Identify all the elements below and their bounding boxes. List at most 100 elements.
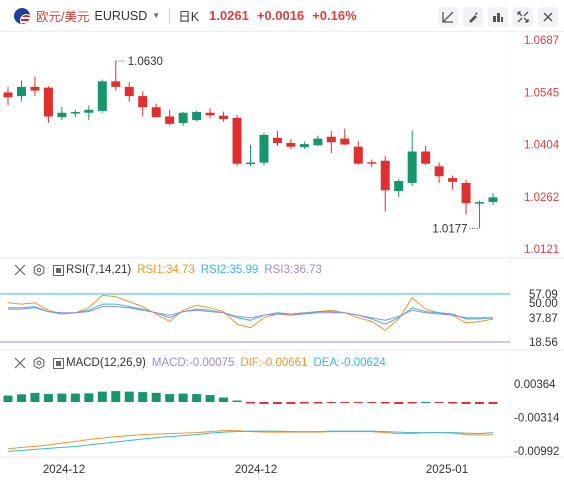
candle-body <box>313 138 323 146</box>
candle-body <box>30 86 40 91</box>
macd-histogram-bar <box>232 400 242 402</box>
candle-body <box>165 116 175 124</box>
price-change-percent: +0.16% <box>312 8 357 23</box>
candle-body <box>421 151 431 164</box>
candle-body <box>286 143 296 147</box>
rsi-axis-tick: 18.56 <box>529 337 558 349</box>
candle-body <box>340 138 350 145</box>
macd-histogram-bar <box>313 401 323 404</box>
macd-histogram-bar <box>246 401 255 404</box>
eye-icon[interactable] <box>14 357 26 369</box>
rsi1-value: RSI1:34.73 <box>137 264 195 276</box>
chevron-down-icon[interactable]: ▼ <box>152 11 161 20</box>
gear-icon[interactable] <box>33 264 45 276</box>
macd-histogram-bar <box>43 394 53 402</box>
close-icon[interactable] <box>538 7 558 27</box>
drawing-tool-icon[interactable] <box>463 7 483 27</box>
rsi-axis-tick: 57.09 <box>529 289 558 301</box>
candle-body <box>246 162 255 165</box>
candle-body <box>111 81 121 87</box>
candle-body <box>178 112 188 124</box>
macd-histogram-bar <box>380 401 390 404</box>
indicator-settings-icon[interactable] <box>488 7 508 27</box>
eye-icon[interactable] <box>14 264 26 276</box>
pair-code[interactable]: EURUSD <box>94 8 148 23</box>
candle-body <box>151 107 161 118</box>
chart-toolbar: 欧元/美元 EURUSD ▼ 日K 1.0261 +0.0016 +0.16% <box>0 0 564 32</box>
candle-body <box>326 136 336 143</box>
macd-axis-tick: 0.00364 <box>514 379 556 391</box>
rsi-title: RSI(7,14,21) <box>66 264 132 276</box>
dea-line <box>7 430 494 452</box>
low-annotation: 1.0177 <box>432 223 467 235</box>
candle-body <box>219 115 229 120</box>
macd-axis-tick: -0.00314 <box>514 413 560 425</box>
gear-icon[interactable] <box>33 357 45 369</box>
candle-body <box>272 137 282 144</box>
checkbox-icon[interactable] <box>52 357 64 369</box>
candle-body <box>407 151 417 183</box>
macd-histogram-bar <box>178 393 188 402</box>
candle-body <box>192 112 202 121</box>
candle-body <box>475 202 485 204</box>
macd-histogram-bar <box>407 401 417 404</box>
fullscreen-icon[interactable] <box>513 7 533 27</box>
candle-body <box>448 178 458 182</box>
candle-body <box>232 117 242 164</box>
high-annotation: 1.0630 <box>128 56 163 68</box>
macd-histogram-bar <box>3 395 13 402</box>
candle-body <box>16 86 26 97</box>
rsi-series-line-3 <box>8 306 493 321</box>
period-selector[interactable]: 日K <box>178 10 200 24</box>
candle-body <box>138 96 148 108</box>
candle-body <box>367 162 377 164</box>
rsi-header: RSI(7,14,21) RSI1:34.73 RSI2:35.99 RSI3:… <box>0 261 322 279</box>
macd-histogram-bar <box>57 393 67 402</box>
macd-histogram-bar <box>421 401 431 403</box>
candle-body <box>353 146 363 164</box>
rsi2-value: RSI2:35.99 <box>200 264 259 276</box>
candle-body <box>380 160 390 191</box>
price-axis-tick: 1.0545 <box>524 87 559 99</box>
macd-histogram-bar <box>16 394 26 402</box>
macd-histogram-bar <box>448 401 458 404</box>
candle-body <box>488 197 498 203</box>
candle-body <box>259 134 269 163</box>
macd-value: MACD:-0.00075 <box>151 357 235 369</box>
price-axis-tick: 1.0687 <box>524 35 559 47</box>
macd-histogram-bar <box>475 401 485 404</box>
macd-histogram-bar <box>84 393 94 402</box>
macd-histogram-bar <box>434 401 444 403</box>
candle-body <box>394 181 404 192</box>
macd-histogram-bar <box>192 394 202 402</box>
macd-histogram-bar <box>286 401 296 404</box>
rsi-series-line-1 <box>7 294 494 331</box>
candle-body <box>97 81 107 111</box>
toolbar-divider <box>169 8 171 23</box>
pair-name[interactable]: 欧元/美元 <box>36 10 90 24</box>
macd-histogram-bar <box>461 401 471 404</box>
candle-body <box>70 112 80 114</box>
macd-histogram-bar <box>70 393 80 402</box>
macd-histogram-bar <box>394 401 404 404</box>
candle-body <box>43 87 53 117</box>
checkbox-icon[interactable] <box>52 264 64 276</box>
rsi3-value: RSI3:36.73 <box>264 264 322 276</box>
macd-histogram-bar <box>165 394 175 402</box>
rsi-axis-tick: 50.00 <box>529 298 558 310</box>
price-axis-tick: 1.0262 <box>524 192 559 204</box>
macd-histogram-bar <box>138 392 148 402</box>
macd-histogram-bar <box>124 391 134 402</box>
crosshair-toggle-icon[interactable] <box>438 7 458 27</box>
candle-body <box>124 86 134 97</box>
macd-histogram-bar <box>272 401 282 404</box>
price-axis-tick: 1.0121 <box>524 244 559 256</box>
macd-histogram-bar <box>259 401 269 404</box>
candle-body <box>461 182 471 204</box>
macd-histogram-bar <box>353 401 363 403</box>
candle-body <box>3 92 13 98</box>
macd-axis-tick: -0.00992 <box>514 446 559 458</box>
macd-title: MACD(12,26,9) <box>66 357 146 369</box>
macd-histogram-bar <box>151 392 161 402</box>
